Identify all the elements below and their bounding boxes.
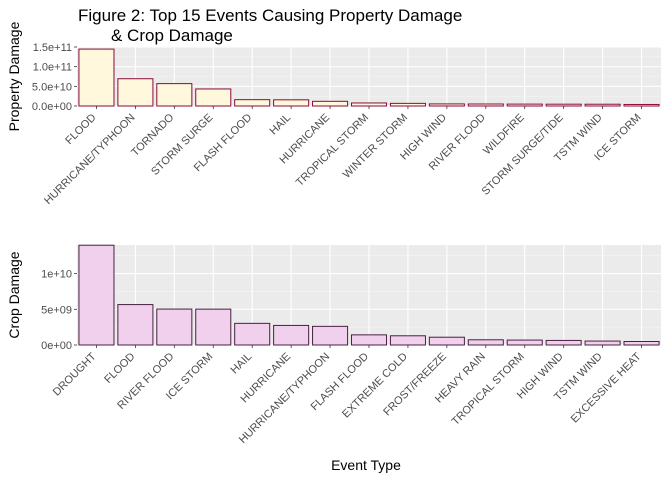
y-tick-label: 1e+10 (41, 269, 72, 281)
x-tick-label: HAIL (229, 351, 255, 377)
x-tick-label: EXTREME COLD (340, 351, 410, 421)
y-tick-label: 1.0e+11 (33, 62, 72, 74)
bar (389, 335, 426, 346)
x-tick-label: TROPICAL STORM (294, 112, 371, 189)
panel-1: 0.0e+005.0e+101.0e+111.5e+11FLOODHURRICA… (6, 21, 661, 207)
y-axis-title: Property Damage (6, 21, 22, 131)
bar (623, 341, 660, 346)
bar (117, 304, 154, 346)
bar (195, 308, 232, 346)
x-tick-label: FLOOD (102, 351, 137, 386)
bar (273, 99, 310, 107)
bar (467, 339, 504, 346)
bar (623, 103, 660, 107)
x-tick-label: DROUGHT (51, 350, 99, 398)
bar (389, 102, 426, 107)
bar (545, 103, 582, 107)
bar (195, 88, 232, 107)
x-tick-label: FLOOD (63, 112, 98, 147)
bar (78, 244, 115, 346)
y-tick-label: 0e+00 (41, 340, 72, 352)
y-tick-label: 0.0e+00 (32, 101, 72, 113)
bar (506, 339, 543, 346)
bar (117, 78, 154, 107)
bar (156, 308, 193, 346)
title-line-2: & Crop Damage (111, 26, 233, 45)
bar (506, 103, 543, 107)
x-tick-label: HAIL (267, 112, 293, 138)
bar (584, 103, 621, 107)
bar (78, 48, 115, 107)
x-tick-label: TROPICAL STORM (450, 351, 527, 428)
y-tick-label: 5e+09 (41, 304, 72, 316)
bar (312, 100, 349, 107)
figure-title: Figure 2: Top 15 Events Causing Property… (78, 6, 462, 46)
bar (234, 99, 271, 107)
bar (156, 83, 193, 107)
bar (273, 324, 310, 346)
bar (467, 103, 504, 107)
y-tick-label: 5.0e+10 (32, 81, 72, 93)
bar (545, 339, 582, 346)
bar (234, 322, 271, 346)
bar (428, 336, 465, 346)
y-tick-label: 1.5e+11 (33, 42, 72, 54)
bar (584, 340, 621, 346)
bar (312, 325, 349, 346)
x-axis-title: Event Type (331, 457, 401, 473)
bar (350, 102, 388, 107)
bar (350, 334, 388, 346)
bar (428, 103, 465, 107)
title-line-1: Figure 2: Top 15 Events Causing Property… (78, 6, 463, 25)
x-tick-label: EXCESSIVE HEAT (569, 350, 644, 425)
y-axis-title: Crop Damage (6, 251, 22, 338)
